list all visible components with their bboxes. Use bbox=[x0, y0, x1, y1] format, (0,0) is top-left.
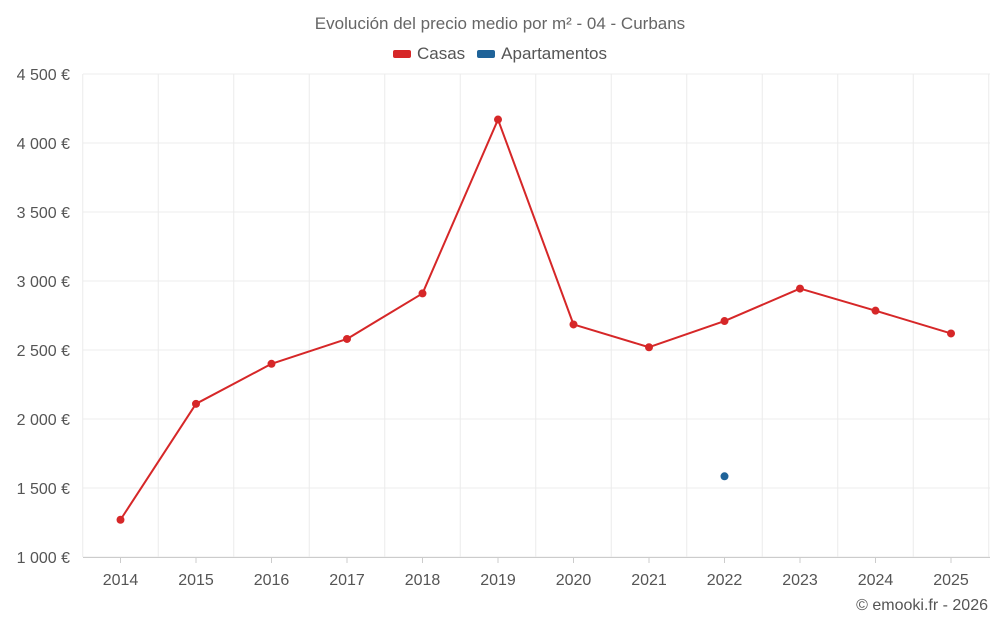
data-point-casas bbox=[418, 289, 427, 298]
y-tick-label: 1 000 € bbox=[17, 550, 70, 567]
y-tick-label: 2 000 € bbox=[17, 412, 70, 429]
data-point-casas bbox=[947, 329, 955, 338]
legend-label-apartamentos: Apartamentos bbox=[501, 44, 608, 63]
x-tick-label: 2023 bbox=[782, 572, 818, 589]
data-point-casas bbox=[720, 317, 729, 326]
data-point-casas bbox=[343, 334, 351, 343]
data-point-casas bbox=[116, 515, 125, 524]
data-point-casas bbox=[871, 306, 880, 315]
data-point-casas bbox=[796, 284, 804, 293]
x-tick-label: 2019 bbox=[480, 572, 516, 589]
x-tick-label: 2014 bbox=[103, 572, 139, 589]
y-tick-label: 3 000 € bbox=[17, 274, 70, 291]
chart-legend: Casas Apartamentos bbox=[0, 44, 1000, 64]
x-tick-label: 2015 bbox=[178, 572, 214, 589]
x-tick-label: 2024 bbox=[858, 572, 894, 589]
data-point-casas bbox=[645, 343, 653, 352]
legend-item-casas[interactable]: Casas bbox=[392, 44, 466, 64]
chart-title: Evolución del precio medio por m² - 04 -… bbox=[314, 14, 686, 33]
x-tick-label: 2021 bbox=[631, 572, 667, 589]
y-tick-label: 1 500 € bbox=[17, 481, 70, 498]
data-point-casas bbox=[569, 320, 578, 329]
y-tick-label: 4 000 € bbox=[17, 136, 70, 153]
x-tick-label: 2016 bbox=[254, 572, 290, 589]
y-tick-label: 4 500 € bbox=[17, 67, 70, 84]
legend-label-casas: Casas bbox=[416, 44, 466, 63]
x-tick-label: 2022 bbox=[707, 572, 743, 589]
data-point-casas bbox=[494, 115, 502, 124]
x-tick-label: 2025 bbox=[933, 572, 969, 589]
data-point-apartamentos bbox=[720, 472, 729, 481]
x-tick-label: 2020 bbox=[556, 572, 592, 589]
legend-item-apartamentos[interactable]: Apartamentos bbox=[477, 44, 607, 64]
x-tick-label: 2017 bbox=[329, 572, 365, 589]
credit-text: © emooki.fr - 2026 bbox=[856, 597, 988, 614]
data-point-casas bbox=[192, 399, 200, 408]
series-line-casas bbox=[119, 118, 952, 521]
data-point-casas bbox=[267, 359, 276, 368]
x-tick-label: 2018 bbox=[405, 572, 441, 589]
y-tick-label: 2 500 € bbox=[17, 343, 70, 360]
legend-swatch-apartamentos bbox=[477, 50, 496, 58]
legend-swatch-casas bbox=[392, 50, 411, 58]
y-tick-label: 3 500 € bbox=[17, 205, 70, 222]
